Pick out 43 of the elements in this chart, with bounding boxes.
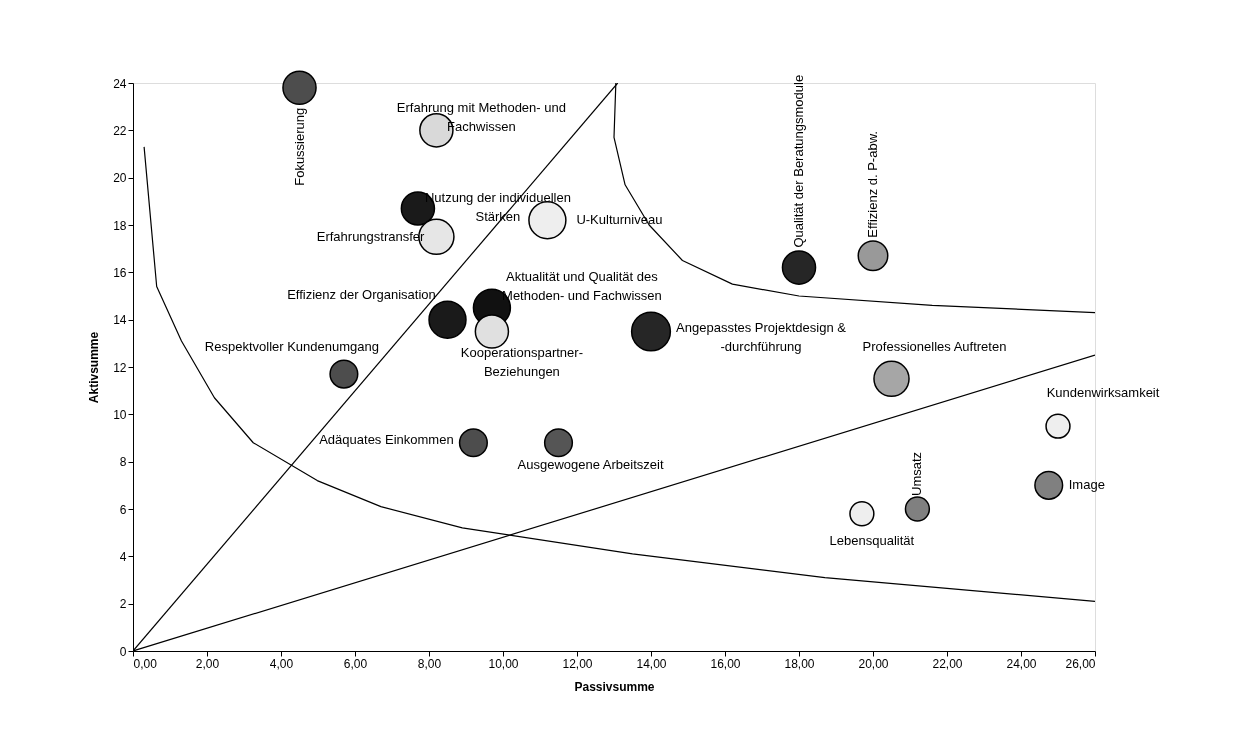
x-tick-label: 12,00 (562, 656, 593, 671)
x-tick-label: 8,00 (417, 656, 442, 671)
y-tick-label: 4 (119, 549, 127, 564)
annotation: Professionelles Auftreten (862, 338, 1007, 354)
y-tick-label: 24 (113, 76, 127, 91)
y-tick-label: 10 (113, 407, 127, 422)
annotation: Lebensqualität (829, 532, 915, 548)
y-tick-label: 20 (113, 171, 127, 186)
x-tick-label: 22,00 (932, 656, 963, 671)
x-tick-label: 18,00 (784, 656, 815, 671)
y-tick-label: 14 (113, 313, 127, 328)
annotation: Fokussierung (291, 107, 307, 186)
x-axis-title: Passivsumme (574, 679, 655, 694)
annotation: Kooperationspartner-Beziehungen (460, 344, 583, 379)
annotation: Qualität der Beratungsmodule (791, 74, 806, 248)
annotation: Image (1068, 477, 1105, 493)
x-tick-label: 6,00 (343, 656, 368, 671)
y-tick-label: 16 (113, 265, 127, 280)
y-tick-label: 8 (119, 455, 127, 470)
annotation: Effizienz d. P-abw. (865, 131, 880, 238)
x-tick-label: 26,00 (1065, 656, 1096, 671)
y-tick-label: 12 (113, 360, 127, 375)
y-axis-title: Aktivsumme (87, 331, 102, 404)
annotation: Angepasstes Projektdesign & -durchführung (676, 319, 847, 354)
annotation: Respektvoller Kundenumgang (204, 339, 379, 355)
y-tick-label: 6 (119, 502, 127, 517)
annotation: Adäquates Einkommen (319, 431, 454, 447)
x-tick-label: 20,00 (858, 656, 889, 671)
y-tick-label: 0 (119, 644, 127, 659)
x-tick-label: 4,00 (269, 656, 294, 671)
annotation: Ausgewogene Arbeitszeit (517, 456, 664, 472)
x-tick-label: 16,00 (710, 656, 741, 671)
annotation: Umsatz (909, 451, 925, 496)
x-tick-label: 0,00 (133, 656, 158, 671)
x-tick-label: 14,00 (636, 656, 667, 671)
x-tick-label: 2,00 (195, 656, 220, 671)
y-tick-label: 2 (119, 597, 127, 612)
y-tick-label: 22 (113, 123, 127, 138)
y-tick-label: 18 (113, 218, 127, 233)
x-tick-label: 10,00 (488, 656, 519, 671)
x-tick-label: 24,00 (1006, 656, 1037, 671)
annotation: Effizienz der Organisation (287, 286, 436, 302)
annotation: Kundenwirksamkeit (1046, 385, 1160, 401)
